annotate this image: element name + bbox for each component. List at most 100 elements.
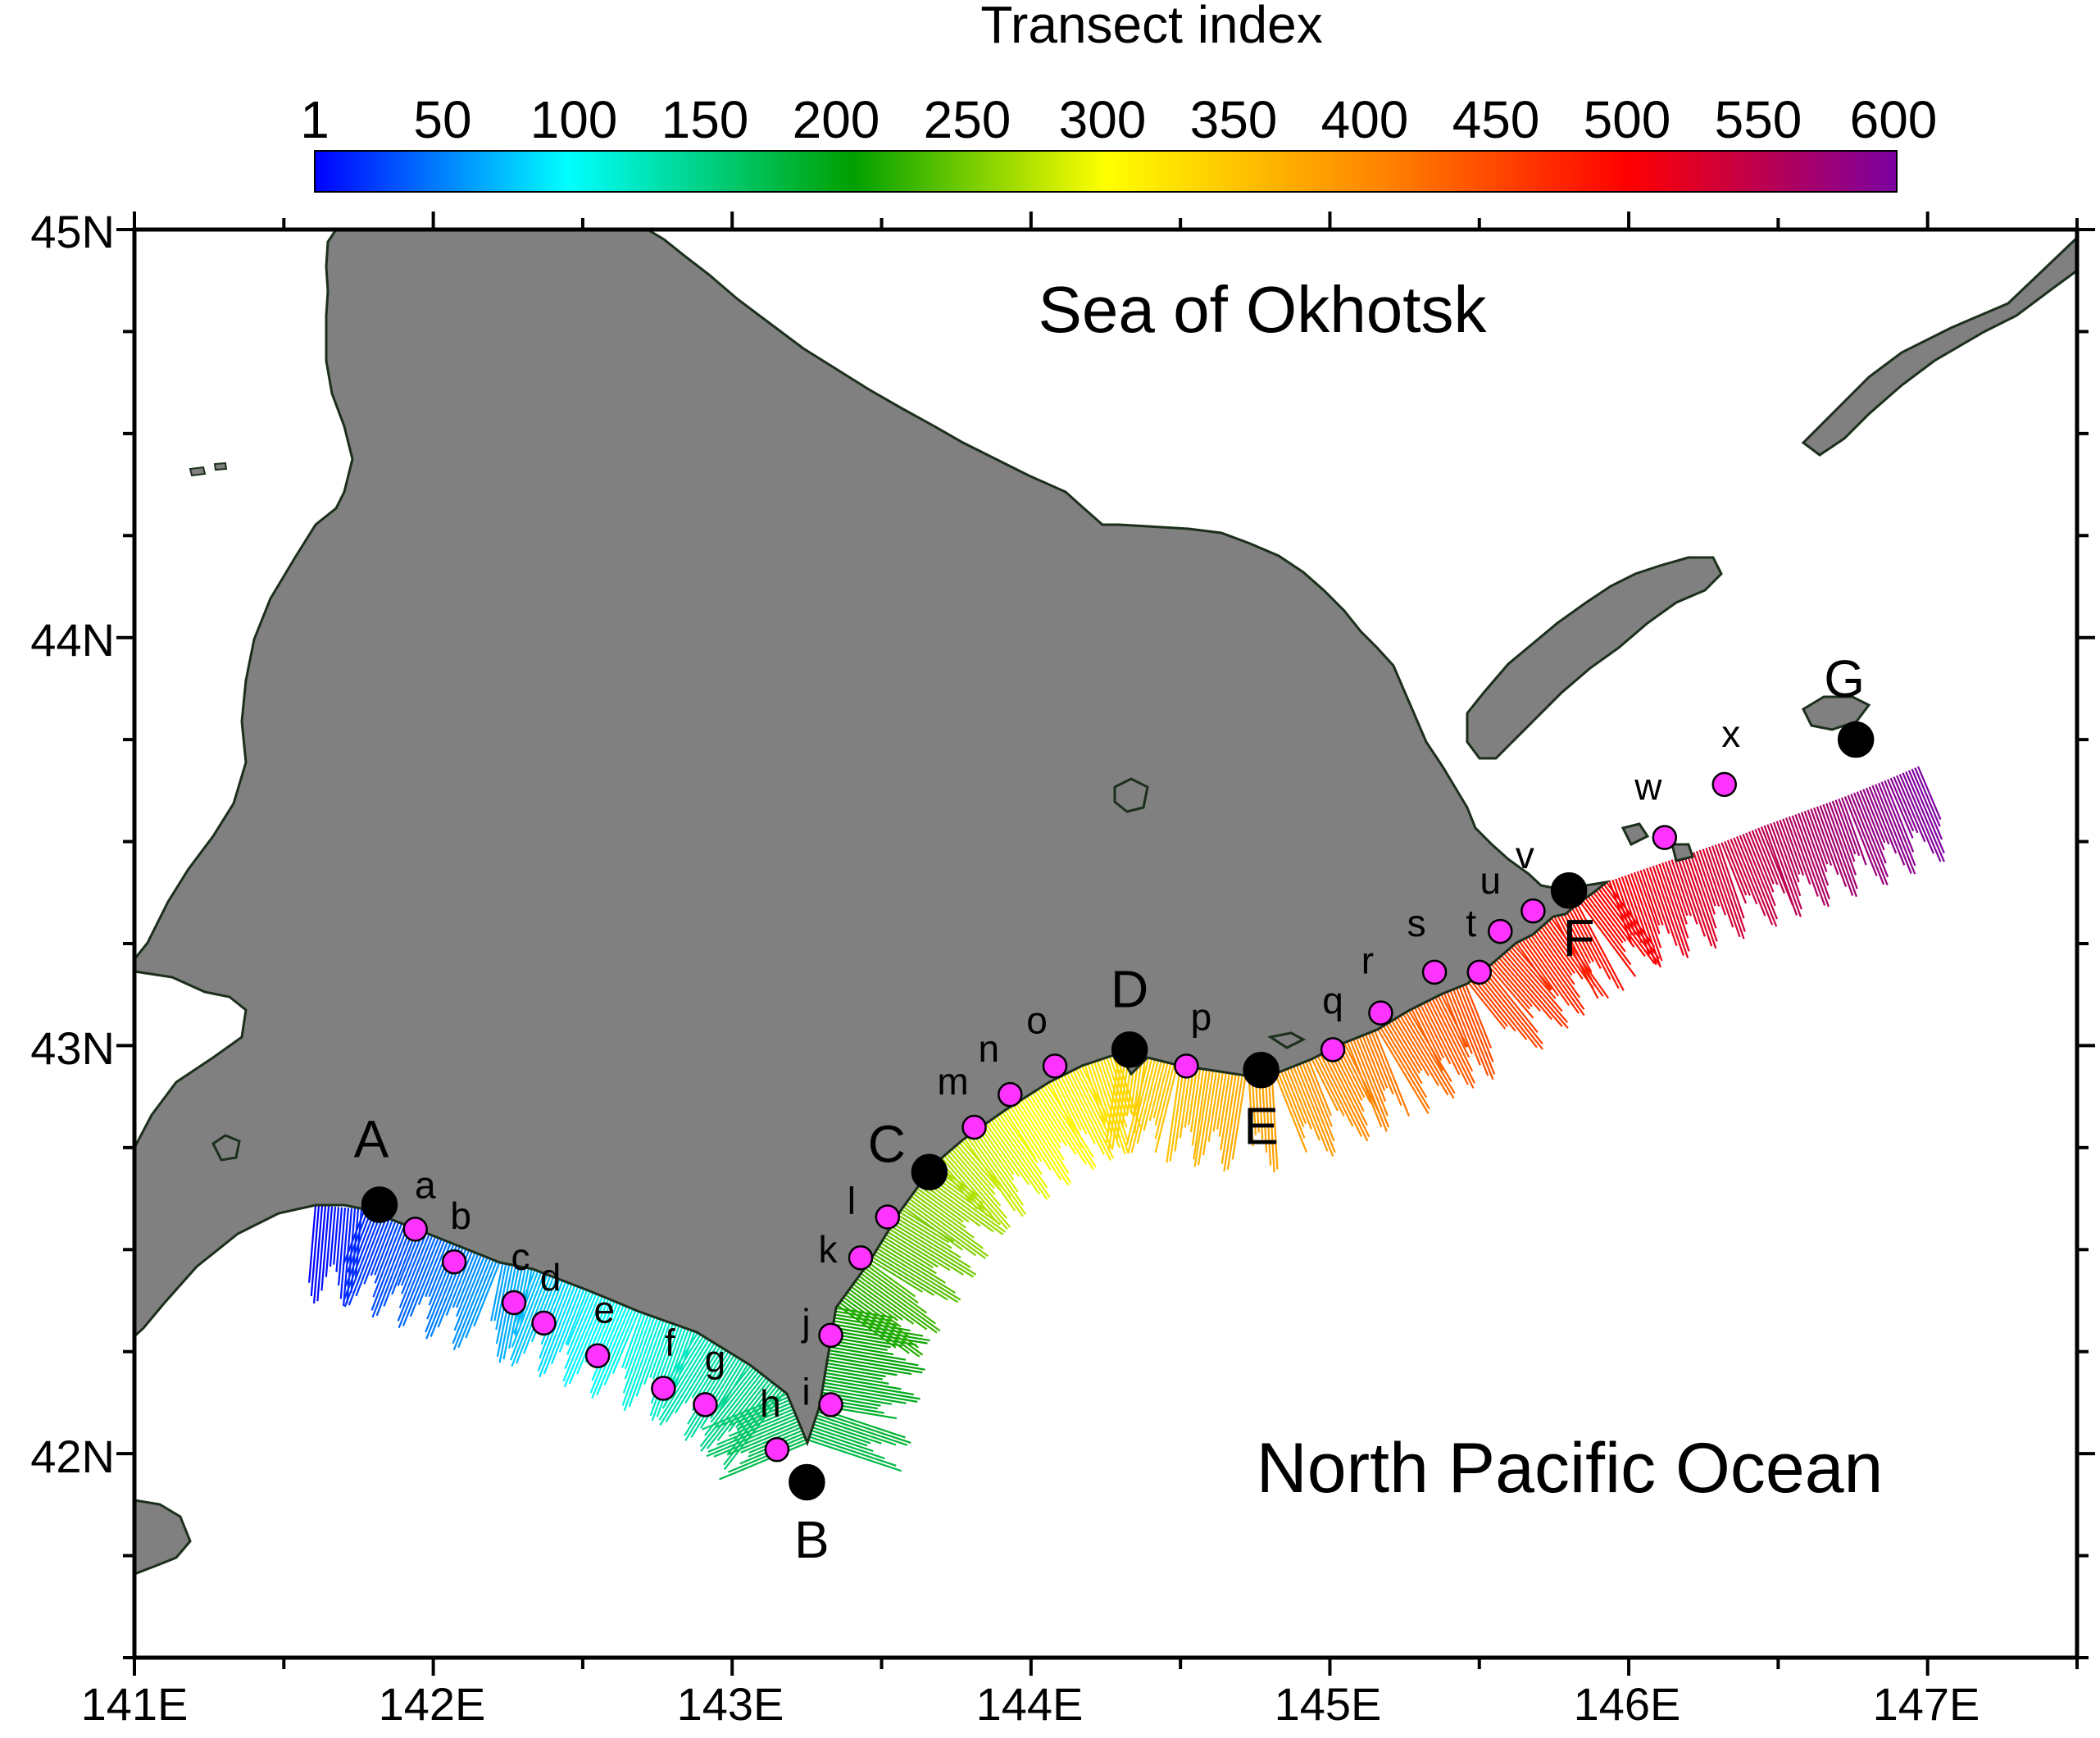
transect-line (1060, 1076, 1096, 1144)
transect-line (953, 1146, 996, 1195)
transect-line (603, 1309, 637, 1385)
transect-line (1007, 1108, 1043, 1162)
transect-line (674, 1344, 718, 1414)
transect-line (1289, 1067, 1320, 1141)
transect-line (1365, 1034, 1389, 1089)
transect-line (1751, 830, 1775, 885)
transect-line (700, 1372, 762, 1452)
transect-line (1295, 1064, 1334, 1157)
transect-line (1800, 812, 1830, 886)
north-pacific-label: North Pacific Ocean (1257, 1429, 1884, 1508)
transect-line (1686, 853, 1718, 942)
transect-line (826, 1362, 898, 1376)
transect-line (824, 1378, 914, 1396)
transect-line (1405, 1012, 1456, 1094)
transect-line (817, 1411, 911, 1444)
transect-line (1770, 822, 1802, 910)
transect-line (417, 1240, 446, 1305)
transect-line (1868, 786, 1898, 854)
transect-line (372, 1222, 403, 1298)
minor-site-marker (998, 1081, 1023, 1108)
transect-line (1475, 976, 1528, 1040)
minor-site-label: r (1361, 940, 1374, 982)
transect-line (1523, 936, 1580, 1014)
transect-line (363, 1218, 391, 1285)
transect-line (1772, 821, 1802, 897)
transect-line (1742, 834, 1778, 920)
transect-line (1267, 1074, 1275, 1172)
transect-line (1526, 935, 1585, 1017)
transect-line (1283, 1069, 1307, 1125)
map-contents (134, 230, 2077, 1576)
colorbar (314, 150, 1898, 193)
colorbar-tick-label: 150 (661, 90, 749, 149)
transect-line (1084, 1064, 1107, 1126)
transect-line (1031, 1092, 1067, 1146)
transect-line (374, 1221, 397, 1276)
transect-line (687, 1353, 733, 1425)
transect-line (1608, 880, 1633, 944)
transect-line (402, 1237, 439, 1326)
transect-line (1012, 1104, 1062, 1181)
transect-line (1431, 998, 1475, 1084)
minor-site-label: d (540, 1256, 561, 1299)
transect-line (539, 1285, 576, 1378)
transect-line (985, 1122, 1030, 1185)
transect-line (370, 1219, 393, 1276)
transect-line (1393, 1018, 1430, 1076)
transect-line (498, 1266, 520, 1363)
minor-site-label: x (1721, 712, 1740, 755)
transect-line (564, 1293, 598, 1370)
transect-line (830, 1343, 894, 1356)
minor-site-label: e (593, 1289, 615, 1331)
transect-line (889, 1228, 964, 1276)
transect-line (1054, 1078, 1082, 1131)
minor-site-marker (818, 1322, 843, 1349)
transect-line (374, 1222, 400, 1284)
colorbar-tick-label: 100 (530, 90, 618, 149)
transect-line (329, 1206, 337, 1267)
transect-line (816, 1413, 908, 1446)
transect-line (1399, 1015, 1449, 1096)
transect-line (885, 1234, 939, 1268)
transect-line (1325, 1051, 1370, 1138)
x-tick-label: 143E (677, 1678, 784, 1730)
colorbar-tick-label: 250 (924, 90, 1011, 149)
transect-line (1763, 825, 1798, 916)
transect-line (873, 1253, 948, 1301)
transect-line (996, 1115, 1048, 1189)
transect-line (1636, 871, 1661, 935)
major-site-marker (1243, 1052, 1280, 1089)
transect-line (1757, 827, 1786, 894)
transect-line (1502, 953, 1569, 1029)
transect-line (1794, 814, 1830, 908)
transect-line (455, 1253, 480, 1308)
transect-line (829, 1349, 919, 1367)
transect-line (1346, 1041, 1383, 1128)
transect-line (834, 1313, 898, 1326)
transect-line (1674, 858, 1698, 925)
minor-site-label: i (802, 1370, 810, 1413)
transect-line (649, 1326, 684, 1417)
transect-line (1822, 803, 1857, 898)
transect-line (963, 1138, 1016, 1212)
transect-line (1136, 1059, 1160, 1144)
transect-line (1314, 1057, 1345, 1117)
transect-line (1785, 817, 1811, 885)
transect-line (1652, 865, 1684, 956)
transect-line (1043, 1085, 1097, 1168)
transect-line (1154, 1062, 1172, 1126)
transect-line (1592, 891, 1635, 948)
transect-line (1508, 949, 1563, 1012)
transect-line (858, 1275, 938, 1334)
transect-line (706, 1375, 765, 1449)
transect-line (807, 1439, 902, 1472)
transect-line (1648, 867, 1678, 946)
transect-line (1020, 1099, 1070, 1175)
transect-line (1428, 999, 1475, 1089)
x-tick-label: 141E (81, 1678, 189, 1730)
transect-line (880, 1242, 947, 1284)
minor-site-marker (764, 1436, 790, 1463)
transect-line (1480, 971, 1543, 1050)
